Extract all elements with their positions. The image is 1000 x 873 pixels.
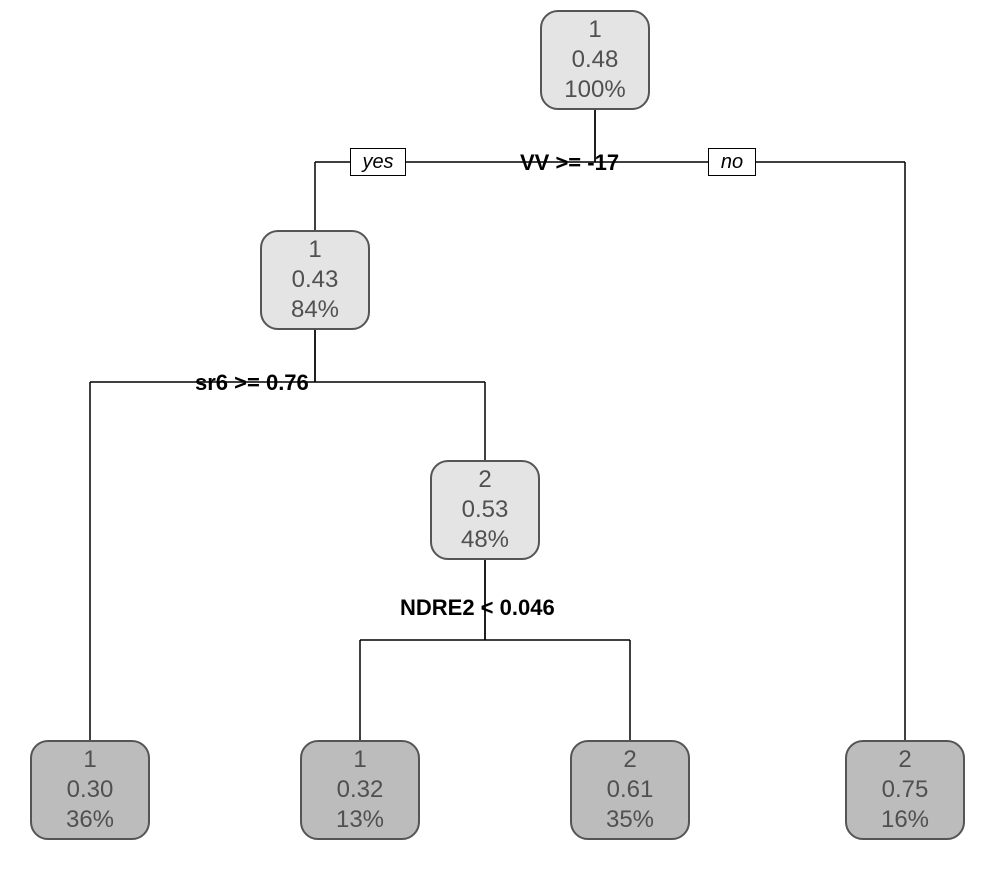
tree-edges <box>0 0 1000 873</box>
node-percent: 48% <box>461 525 509 555</box>
branch-label-no: no <box>708 148 756 176</box>
node-class: 2 <box>623 745 636 775</box>
split-label-root: VV >= -17 <box>520 150 619 176</box>
node-class: 2 <box>898 745 911 775</box>
split-label-n2: NDRE2 < 0.046 <box>400 595 555 621</box>
node-prob: 0.75 <box>882 775 929 805</box>
node-class: 1 <box>83 745 96 775</box>
node-class: 2 <box>478 465 491 495</box>
node-percent: 84% <box>291 295 339 325</box>
tree-node-root: 1 0.48 100% <box>540 10 650 110</box>
node-percent: 35% <box>606 805 654 835</box>
branch-label-yes: yes <box>350 148 406 176</box>
node-prob: 0.30 <box>67 775 114 805</box>
decision-tree-canvas: 1 0.48 100% 1 0.43 84% 2 0.53 48% 1 0.30… <box>0 0 1000 873</box>
node-prob: 0.43 <box>292 265 339 295</box>
split-label-n1: sr6 >= 0.76 <box>195 370 309 396</box>
node-prob: 0.32 <box>337 775 384 805</box>
tree-node-n1: 1 0.43 84% <box>260 230 370 330</box>
tree-leaf-4: 2 0.75 16% <box>845 740 965 840</box>
node-percent: 16% <box>881 805 929 835</box>
node-class: 1 <box>353 745 366 775</box>
tree-leaf-3: 2 0.61 35% <box>570 740 690 840</box>
tree-leaf-2: 1 0.32 13% <box>300 740 420 840</box>
node-prob: 0.53 <box>462 495 509 525</box>
node-percent: 36% <box>66 805 114 835</box>
node-prob: 0.48 <box>572 45 619 75</box>
node-class: 1 <box>308 235 321 265</box>
node-percent: 13% <box>336 805 384 835</box>
node-prob: 0.61 <box>607 775 654 805</box>
node-percent: 100% <box>564 75 625 105</box>
node-class: 1 <box>588 15 601 45</box>
tree-leaf-1: 1 0.30 36% <box>30 740 150 840</box>
tree-node-n2: 2 0.53 48% <box>430 460 540 560</box>
